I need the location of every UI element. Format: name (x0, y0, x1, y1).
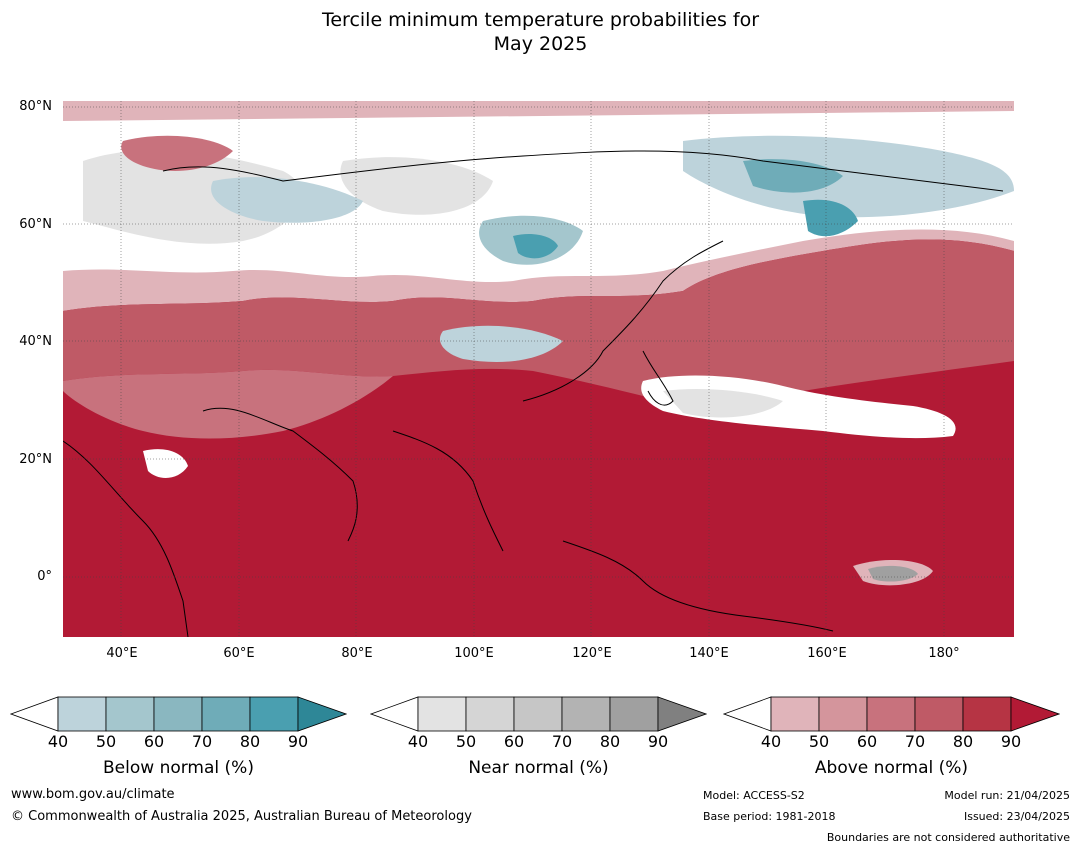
title-line-1: Tercile minimum temperature probabilitie… (321, 9, 760, 31)
lat-label-60n: 60°N (19, 217, 52, 232)
map-region-above-scandinavia (121, 135, 233, 171)
coastline-africa (63, 440, 189, 637)
cbar-below-tick: 70 (191, 732, 213, 751)
footer-website-link[interactable]: www.bom.gov.au/climate (11, 787, 175, 802)
lat-label-40n: 40°N (19, 334, 52, 349)
colorbar-swatch (818, 696, 868, 732)
cbar-above-tick: 80 (952, 732, 974, 751)
cbar-near-tick: 40 (407, 732, 429, 751)
cbar-above-tick: 60 (856, 732, 878, 751)
lon-label-80e: 80°E (341, 646, 373, 661)
colorbar-extend-high (657, 696, 707, 732)
colorbar-above-swatches (723, 696, 1060, 732)
chart-title: Tercile minimum temperature probabilitie… (0, 8, 1081, 56)
map-region-above-arabia (63, 369, 393, 439)
colorbar-swatch (561, 696, 611, 732)
lon-label-60e: 60°E (223, 646, 255, 661)
colorbar-swatch (201, 696, 251, 732)
cbar-near-tick: 80 (599, 732, 621, 751)
cbar-above-tick: 40 (760, 732, 782, 751)
colorbar-near-normal (370, 696, 707, 732)
colorbar-extend-low (723, 696, 772, 732)
graticule (63, 101, 1014, 637)
coastline-indonesia (562, 540, 834, 632)
colorbar-near-swatches (370, 696, 707, 732)
probability-map (63, 101, 1014, 637)
lon-label-160e: 160°E (807, 646, 847, 661)
cbar-near-tick: 50 (455, 732, 477, 751)
colorbar-extend-high (297, 696, 347, 732)
colorbar-extend-high (1010, 696, 1060, 732)
colorbar-swatch (914, 696, 964, 732)
colorbar-near-ticks: 40 50 60 70 80 90 (370, 732, 707, 752)
map-region-white-arabia (143, 449, 188, 478)
colorbar-extend-low (10, 696, 59, 732)
lon-label-100e: 100°E (454, 646, 494, 661)
footer-model: Model: ACCESS-S2 (703, 789, 805, 802)
map-region-below-okhotsk (803, 199, 858, 237)
footer-base-period: Base period: 1981-2018 (703, 810, 836, 823)
map-region-near-normal-central (340, 157, 493, 215)
colorbar-extend-low (370, 696, 419, 732)
footer-model-run: Model run: 21/04/2025 (944, 789, 1070, 802)
cbar-near-tick: 90 (647, 732, 669, 751)
lon-label-140e: 140°E (689, 646, 729, 661)
colorbar-swatch (962, 696, 1012, 732)
map-region-near-normal-pacific (663, 389, 783, 418)
colorbar-below-ticks: 40 50 60 70 80 90 (10, 732, 347, 752)
lat-label-80n: 80°N (19, 99, 52, 114)
map-region-near-normal-equatorial (868, 565, 918, 582)
cbar-below-tick: 50 (95, 732, 117, 751)
map-svg (63, 101, 1014, 637)
colorbar-swatch (153, 696, 203, 732)
map-region-below-china-north (439, 325, 563, 362)
colorbar-below-swatches (10, 696, 347, 732)
coastline-china (522, 240, 724, 402)
coastline-india (202, 407, 358, 542)
lon-label-40e: 40°E (106, 646, 138, 661)
cbar-near-tick: 60 (503, 732, 525, 751)
cbar-above-tick: 90 (1000, 732, 1022, 751)
coastlines (63, 150, 1004, 637)
lon-label-120e: 120°E (572, 646, 612, 661)
colorbar-below-title: Below normal (%) (103, 758, 254, 778)
coastline-japan (642, 350, 674, 406)
colorbar-swatch (249, 696, 299, 732)
lon-label-180: 180° (928, 646, 960, 661)
cbar-near-tick: 70 (551, 732, 573, 751)
map-region-below-west-siberia (211, 177, 363, 223)
cbar-above-tick: 50 (808, 732, 830, 751)
colorbar-swatch (866, 696, 916, 732)
footer-disclaimer: Boundaries are not considered authoritat… (826, 831, 1070, 844)
cbar-below-tick: 90 (287, 732, 309, 751)
colorbar-swatch (770, 696, 820, 732)
colorbar-above-normal (723, 696, 1060, 732)
coastline-arctic (162, 150, 1004, 192)
colorbar-swatch (609, 696, 659, 732)
colorbar-swatch (465, 696, 515, 732)
colorbar-swatch (105, 696, 155, 732)
colorbar-above-title: Above normal (%) (814, 758, 969, 778)
colorbar-swatch (57, 696, 107, 732)
colorbar-near-title: Near normal (%) (468, 758, 609, 778)
colorbar-below-normal (10, 696, 347, 732)
cbar-below-tick: 60 (143, 732, 165, 751)
map-region-near-normal-west (83, 150, 302, 244)
map-region-below-baikal-core (513, 234, 558, 259)
map-region-above-mid (63, 239, 1014, 406)
colorbar-swatch (513, 696, 563, 732)
colorbar-above-ticks: 40 50 60 70 80 90 (723, 732, 1060, 752)
cbar-below-tick: 80 (239, 732, 261, 751)
title-line-2: May 2025 (493, 33, 588, 55)
lat-label-20n: 20°N (19, 452, 52, 467)
footer-copyright: © Commonwealth of Australia 2025, Austra… (11, 809, 472, 824)
footer-issued: Issued: 23/04/2025 (963, 810, 1070, 823)
cbar-above-tick: 70 (904, 732, 926, 751)
lat-label-0: 0° (37, 569, 52, 584)
cbar-below-tick: 40 (47, 732, 69, 751)
colorbar-swatch (417, 696, 467, 732)
coastline-indochina (392, 430, 504, 552)
map-region-below-east-siberia (683, 135, 1014, 218)
